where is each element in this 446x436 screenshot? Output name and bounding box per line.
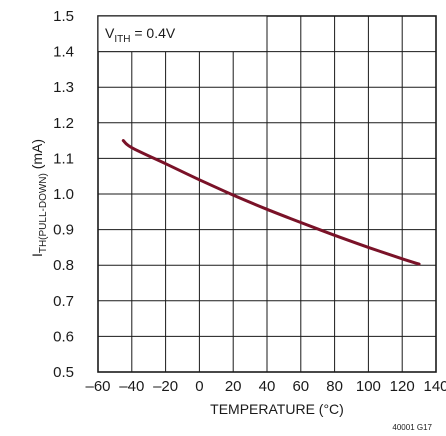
y-tick-label: 1.4 bbox=[53, 44, 74, 61]
x-tick-label: 140 bbox=[423, 378, 446, 395]
y-tick-label: 0.8 bbox=[53, 257, 74, 274]
y-axis-label: ITH(PULL-DOWN) (mA) bbox=[29, 139, 49, 257]
x-tick-label: 100 bbox=[356, 378, 381, 395]
y-tick-label: 1.0 bbox=[53, 186, 74, 203]
condition-subscript: ITH bbox=[114, 34, 130, 45]
y-tick-label: 0.5 bbox=[53, 364, 74, 381]
condition-suffix: = 0.4V bbox=[130, 25, 175, 41]
x-tick-labels: –60 –40 –20 0 20 40 60 80 100 120 140 bbox=[85, 378, 446, 395]
x-tick-label: –40 bbox=[119, 378, 144, 395]
condition-box bbox=[97, 15, 268, 53]
y-tick-label: 0.6 bbox=[53, 328, 74, 345]
series-line bbox=[121, 139, 421, 266]
figure-code: 40001 G17 bbox=[392, 423, 432, 432]
series-layer bbox=[121, 139, 421, 266]
y-tick-label: 0.9 bbox=[53, 222, 74, 239]
x-tick-label: –60 bbox=[85, 378, 110, 395]
y-tick-label: 0.7 bbox=[53, 293, 74, 310]
x-tick-label: 60 bbox=[292, 378, 309, 395]
y-axis-label-subscript: TH(PULL-DOWN) bbox=[38, 173, 49, 253]
x-tick-label: 80 bbox=[326, 378, 343, 395]
y-tick-label: 1.2 bbox=[53, 115, 74, 132]
y-axis-label-main: I bbox=[29, 253, 45, 257]
condition-annotation: VITH = 0.4V bbox=[97, 15, 268, 53]
x-tick-label: 0 bbox=[195, 378, 203, 395]
y-tick-labels: 0.5 0.6 0.7 0.8 0.9 1.0 1.1 1.2 1.3 1.4 1.5 bbox=[53, 8, 74, 381]
y-tick-label: 1.3 bbox=[53, 79, 74, 96]
x-tick-label: 40 bbox=[259, 378, 276, 395]
y-axis-label-unit: (mA) bbox=[29, 139, 45, 173]
x-tick-label: 120 bbox=[390, 378, 415, 395]
x-tick-label: –20 bbox=[153, 378, 178, 395]
y-tick-label: 1.1 bbox=[53, 150, 74, 167]
condition-label: VITH = 0.4V bbox=[105, 25, 176, 45]
y-tick-label: 1.5 bbox=[53, 8, 74, 25]
x-axis-label: TEMPERATURE (°C) bbox=[210, 401, 344, 417]
condition-prefix: V bbox=[105, 25, 115, 41]
x-tick-label: 20 bbox=[225, 378, 242, 395]
grid bbox=[98, 16, 436, 372]
